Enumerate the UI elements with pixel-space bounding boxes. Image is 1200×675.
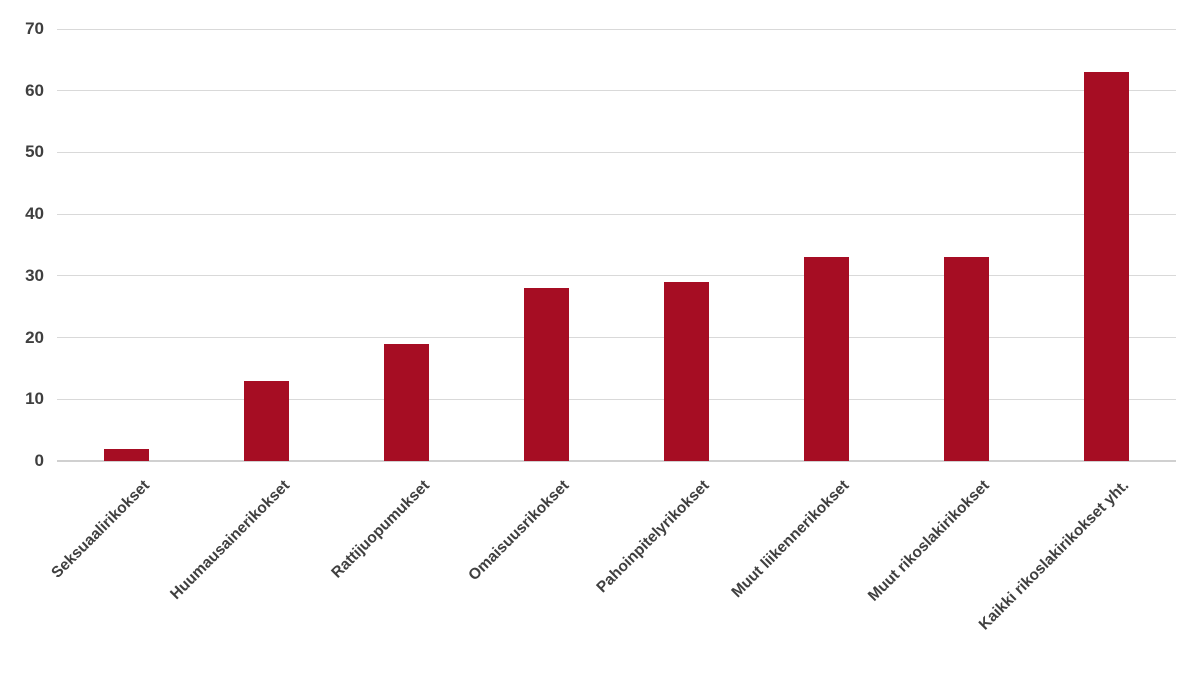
x-axis-category-label: Kaikki rikoslakirikokset yht. — [975, 477, 1133, 634]
y-gridline — [57, 275, 1176, 277]
y-axis-tick-label: 0 — [34, 451, 44, 470]
y-gridline — [57, 151, 1176, 153]
x-axis-category-label: Rattijuopumukset — [328, 477, 433, 582]
y-axis-tick-label: 40 — [25, 204, 44, 224]
bar — [104, 448, 150, 461]
bar — [524, 288, 570, 461]
x-axis-category-label: Pahoinpitelyrikokset — [593, 477, 713, 597]
x-axis-category-label: Seksuaalirikokset — [48, 477, 153, 582]
bar — [244, 380, 290, 461]
y-axis-tick-label: 20 — [25, 327, 44, 347]
y-gridline — [57, 213, 1176, 215]
y-gridline — [57, 337, 1176, 339]
y-gridline — [57, 28, 1176, 30]
x-axis-category-label: Omaisuusrikokset — [465, 477, 573, 585]
bar — [1083, 72, 1129, 461]
bar — [384, 343, 430, 461]
x-axis-line — [57, 460, 1176, 462]
y-gridline — [57, 90, 1176, 92]
x-axis-category-label: Muut rikoslakirikokset — [864, 477, 993, 605]
y-axis-tick-label: 70 — [25, 19, 44, 38]
y-axis-tick-label: 60 — [25, 80, 44, 100]
y-axis-tick-label: 30 — [25, 265, 44, 285]
y-axis-tick-label: 50 — [25, 142, 44, 162]
bar — [663, 282, 709, 461]
bar — [943, 257, 989, 461]
y-gridline — [57, 398, 1176, 400]
y-axis-tick-label: 10 — [25, 389, 44, 409]
x-axis-category-label: Huumausainerikokset — [166, 477, 293, 603]
bar — [803, 257, 849, 461]
x-axis-category-label: Muut liikennerikokset — [728, 477, 853, 602]
